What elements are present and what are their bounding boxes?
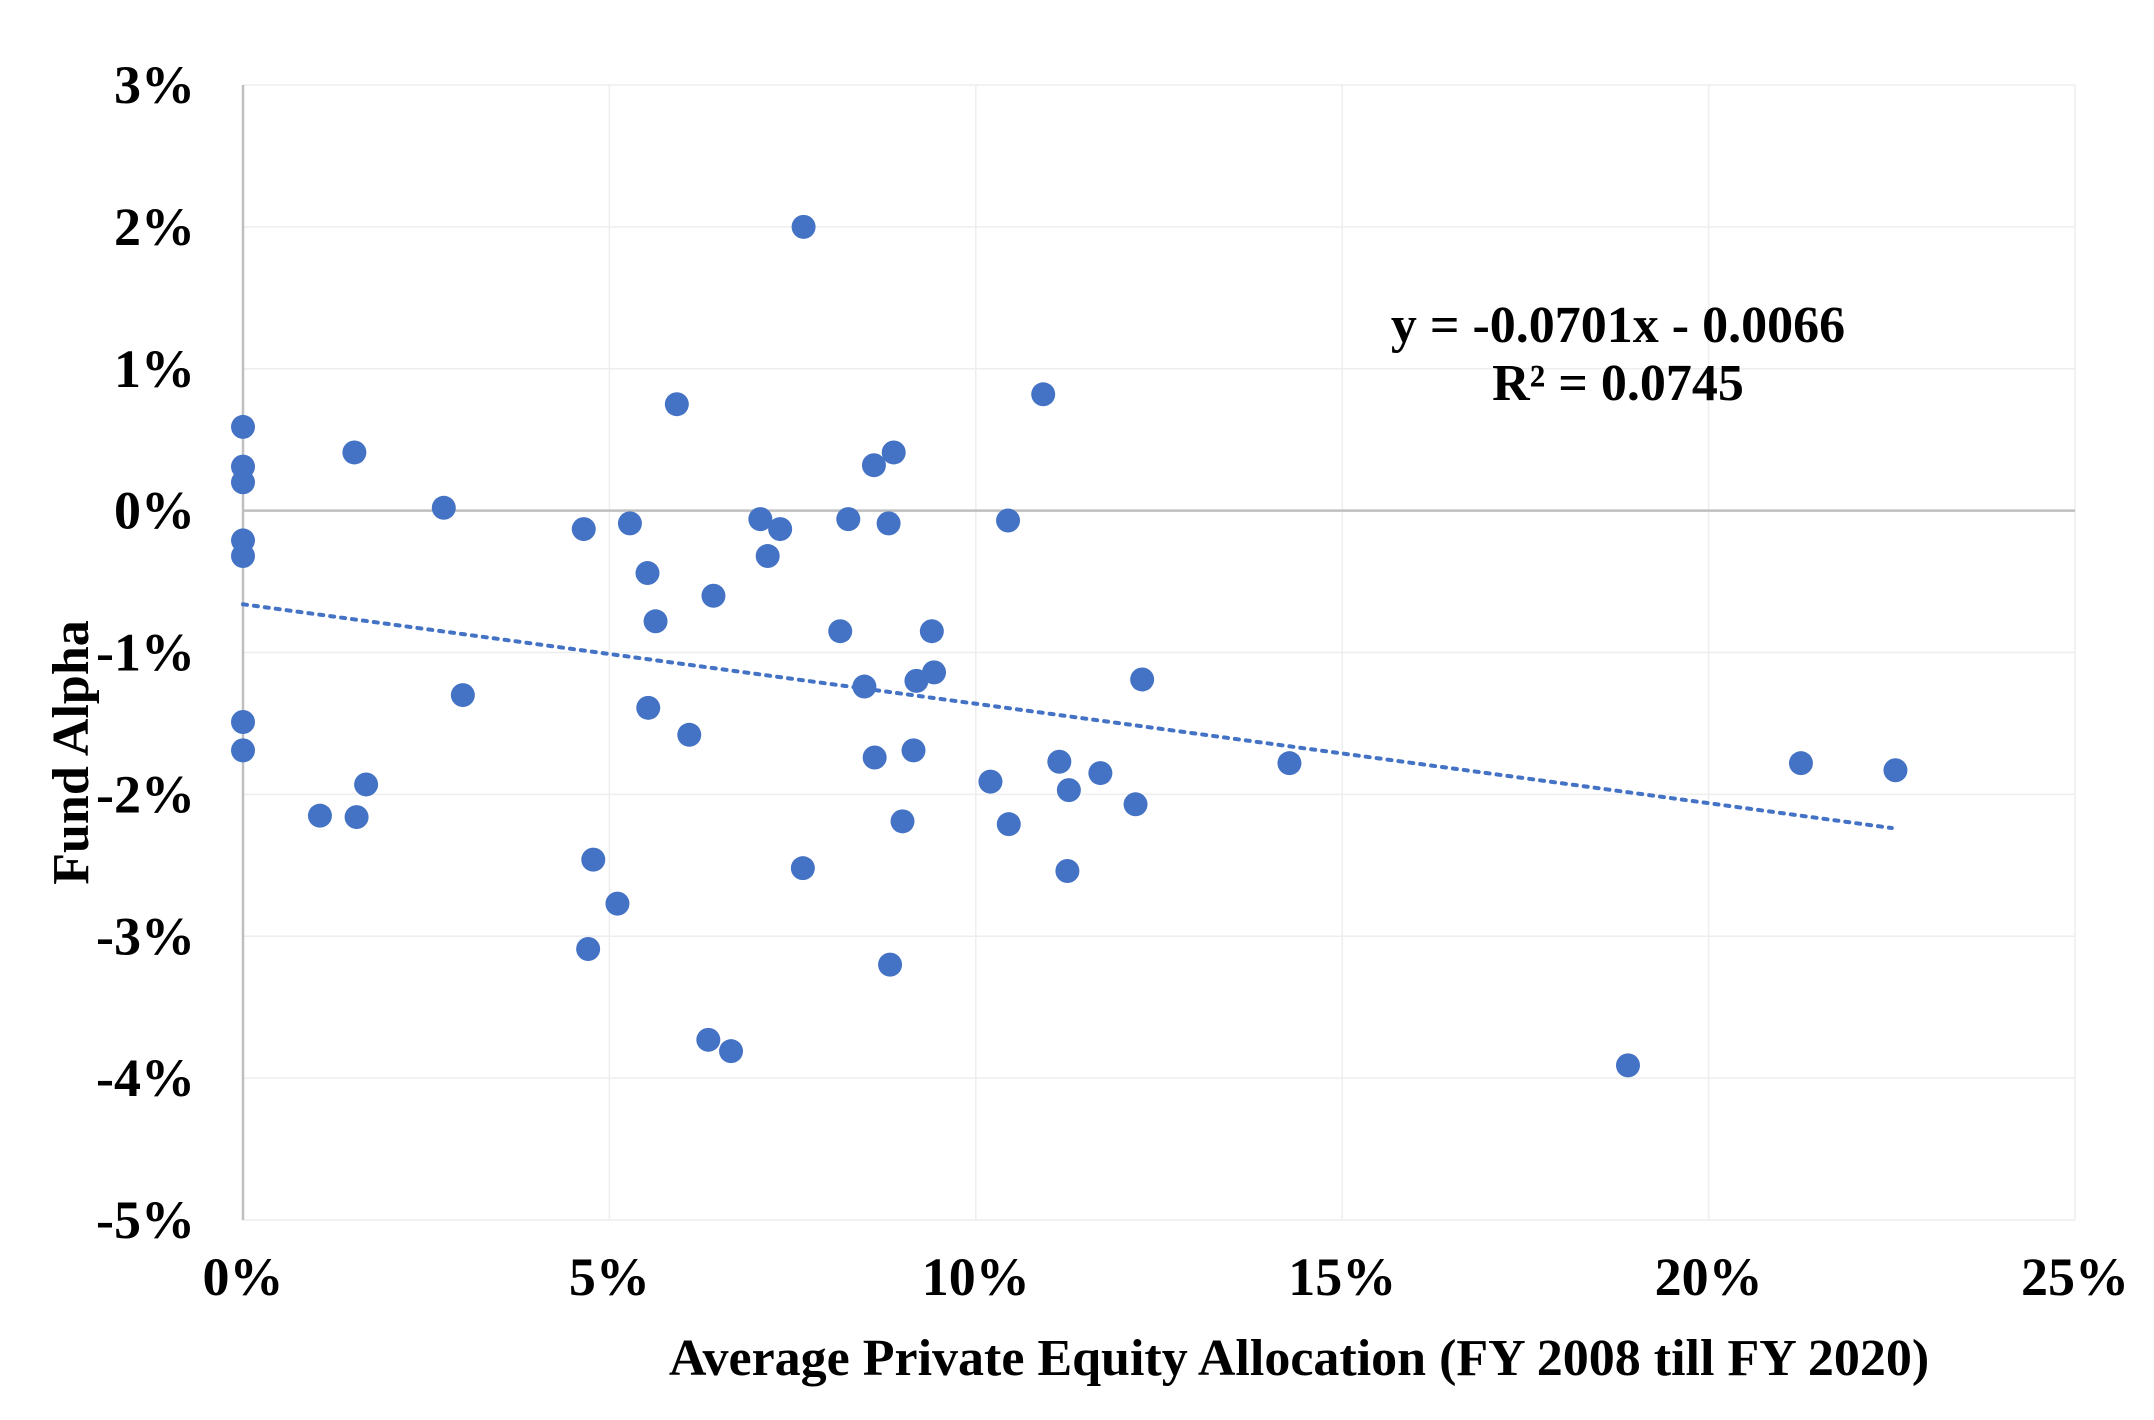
- data-point: [231, 414, 255, 439]
- x-tick-label: 15%: [1288, 1247, 1396, 1307]
- data-point: [581, 847, 606, 872]
- y-tick-label: -1%: [96, 623, 195, 683]
- data-point: [791, 214, 816, 239]
- x-tick-label: 0%: [203, 1247, 284, 1307]
- data-point: [922, 660, 947, 685]
- data-point: [1055, 858, 1080, 883]
- data-point: [852, 674, 877, 699]
- data-point: [748, 507, 773, 532]
- data-point: [1788, 751, 1813, 776]
- data-point: [755, 544, 780, 569]
- data-point: [881, 440, 906, 465]
- data-point: [450, 683, 475, 708]
- data-point: [636, 695, 661, 720]
- data-point: [354, 772, 379, 797]
- data-point: [307, 803, 332, 828]
- data-point: [1047, 749, 1072, 774]
- y-tick-label: -4%: [96, 1048, 195, 1108]
- trendline-equation: y = -0.0701x - 0.0066: [1391, 297, 1845, 354]
- x-tick-label: 20%: [1655, 1247, 1763, 1307]
- data-point: [1615, 1053, 1640, 1078]
- data-point: [635, 561, 660, 586]
- x-tick-label: 5%: [569, 1247, 650, 1307]
- data-point: [862, 745, 887, 770]
- data-point: [996, 508, 1021, 533]
- data-point: [1031, 382, 1056, 407]
- data-point: [231, 738, 255, 763]
- y-tick-label: 0%: [114, 481, 195, 541]
- data-point: [1056, 778, 1081, 803]
- data-point: [790, 856, 815, 881]
- data-point: [576, 937, 601, 962]
- data-point: [878, 952, 903, 977]
- y-tick-label: 1%: [114, 339, 195, 399]
- data-point: [996, 812, 1021, 837]
- x-tick-label: 25%: [2021, 1247, 2129, 1307]
- trendline-r-squared: R² = 0.0745: [1492, 355, 1744, 412]
- data-point: [643, 609, 668, 634]
- y-tick-label: -2%: [96, 764, 195, 824]
- gridlines: [243, 84, 2076, 1221]
- data-point: [978, 769, 1003, 794]
- data-point: [890, 809, 915, 834]
- y-tick-label: 3%: [114, 55, 195, 115]
- data-point: [571, 517, 596, 542]
- data-point: [696, 1027, 721, 1052]
- tick-labels: 3%2%1%0%-1%-2%-3%-4%-5%0% 5% 10% 15% 20% 25%: [96, 55, 2129, 1307]
- data-point: [1088, 761, 1113, 786]
- data-point: [431, 495, 456, 520]
- data-point: [919, 619, 944, 644]
- data-point: [1277, 751, 1302, 776]
- data-point: [677, 722, 702, 747]
- data-point: [664, 392, 689, 417]
- data-point: [719, 1039, 744, 1064]
- data-point: [344, 805, 369, 830]
- data-point: [876, 511, 901, 536]
- axes: [241, 85, 2075, 1220]
- data-points: [231, 214, 1908, 1078]
- data-point: [768, 517, 793, 542]
- x-axis-title: Average Private Equity Allocation (FY 20…: [669, 1330, 1929, 1387]
- data-point: [231, 710, 255, 735]
- data-point: [231, 544, 255, 569]
- data-point: [828, 619, 853, 644]
- data-point: [701, 583, 726, 608]
- data-point: [861, 453, 886, 478]
- data-point: [1130, 667, 1155, 692]
- data-point: [1883, 758, 1908, 783]
- data-point: [901, 738, 926, 763]
- x-tick-label: 10%: [922, 1247, 1030, 1307]
- trendline: [241, 602, 1894, 831]
- data-point: [231, 470, 255, 495]
- data-point: [617, 511, 642, 536]
- data-point: [605, 891, 630, 916]
- trendline-layer: [241, 602, 1894, 831]
- data-point: [836, 507, 861, 532]
- y-tick-label: -5%: [96, 1190, 195, 1250]
- data-point: [1123, 792, 1148, 817]
- y-axis-title: Fund Alpha: [43, 620, 100, 885]
- y-tick-label: -3%: [96, 906, 195, 966]
- data-point: [342, 440, 367, 465]
- y-tick-label: 2%: [114, 197, 195, 257]
